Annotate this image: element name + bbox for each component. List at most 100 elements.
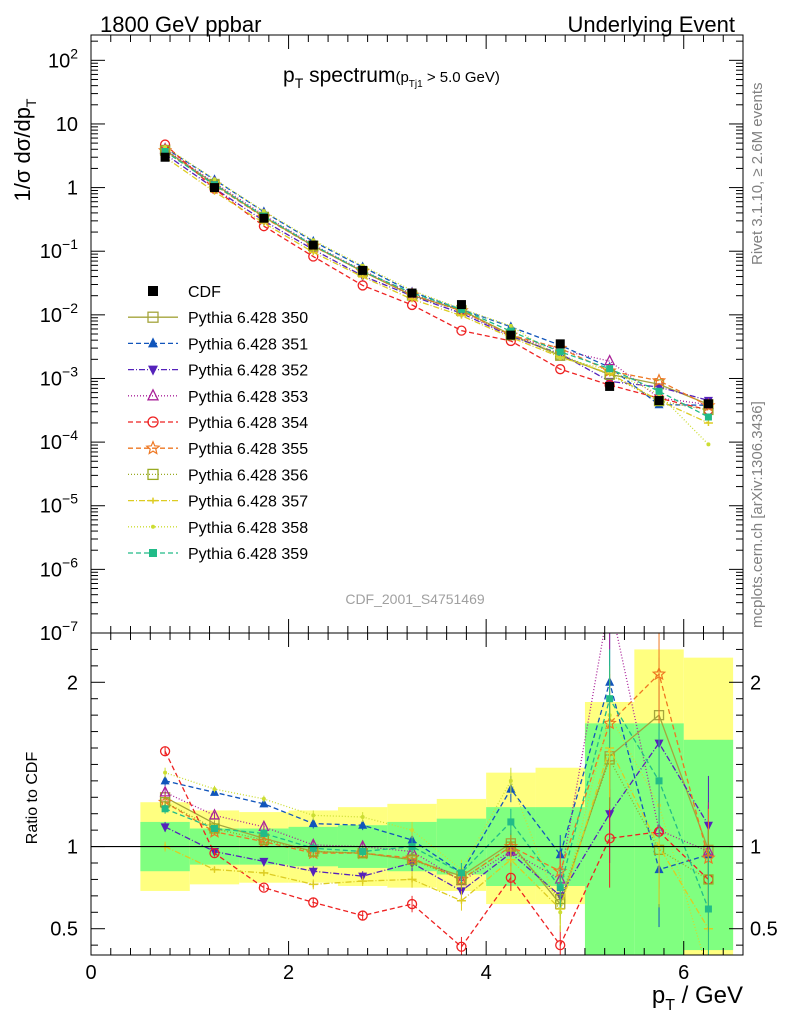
x-tick-label: 6 [678, 962, 689, 984]
legend-marker [146, 388, 160, 401]
ratio-series-group [157, 595, 716, 975]
y-axis-title: 1/σ dσ/dpT [10, 98, 39, 201]
x-axis-title: pT / GeV [652, 982, 743, 1014]
series-point [508, 323, 513, 328]
ratio-line [164, 757, 709, 901]
legend-entry: Pythia 6.428 353 [128, 388, 308, 406]
ratio-point [308, 897, 319, 908]
data-point [506, 330, 516, 340]
legend-entry: Pythia 6.428 358 [128, 520, 308, 537]
legend-label: Pythia 6.428 351 [188, 336, 308, 353]
ratio-frame [90, 632, 744, 956]
ratio-point [209, 847, 220, 859]
ratio-point [605, 595, 614, 604]
ratio-point [456, 941, 467, 952]
ratio-line [164, 713, 704, 955]
main-panel: 10−7 10−6 10−5 10−4 10−3 10−2 10−1 1 10 102 pT sp… [40, 34, 744, 645]
legend-marker [145, 440, 161, 455]
legend-label: Pythia 6.428 354 [188, 415, 308, 432]
legend-label: Pythia 6.428 355 [188, 441, 308, 458]
ratio-point [360, 815, 365, 819]
ratio-point [558, 910, 563, 915]
legend-entry: Pythia 6.428 351 [128, 336, 308, 353]
ratio-point [406, 854, 418, 865]
series-point [308, 249, 318, 256]
y-tick-label: 10 [56, 114, 78, 136]
y-tick-label: 102 [48, 45, 78, 72]
series-point [704, 413, 712, 421]
legend-marker-cdf [148, 286, 158, 296]
series-point [655, 387, 663, 395]
ratio-point [308, 818, 318, 828]
series-point [456, 312, 466, 319]
ratio-line [164, 633, 709, 882]
legend-marker [147, 311, 159, 323]
data-point [358, 265, 368, 275]
ratio-panel: 0.5 0.5 1 1 2 2 0 2 4 6 [50, 595, 778, 984]
ratio-point [556, 884, 564, 892]
data-point [555, 339, 565, 349]
legend-marker [148, 365, 158, 376]
y-tick-label: 10−5 [40, 491, 78, 518]
data-point [209, 183, 219, 193]
x-tick-label: 4 [481, 962, 492, 984]
legend-entry: Pythia 6.428 355 [128, 440, 308, 458]
ratio-point [359, 848, 367, 855]
analysis-id: CDF_2001_S4751469 [345, 591, 485, 607]
ratio-point [410, 828, 415, 833]
data-point [605, 381, 615, 391]
ratio-point [258, 882, 270, 893]
series-line [164, 146, 709, 445]
ratio-point [308, 881, 318, 888]
legend-entry: Pythia 6.428 352 [128, 363, 308, 380]
data-series-cdf [160, 152, 713, 409]
ratio-point [311, 813, 316, 818]
ratio-point [163, 770, 168, 775]
ratio-point [208, 808, 221, 820]
ratio-point [456, 897, 466, 904]
series-point [457, 305, 465, 313]
ratio-point [260, 829, 268, 837]
ratio-point [212, 787, 217, 792]
series-point [706, 442, 711, 447]
ratio-point [555, 939, 566, 951]
ratio-line [164, 741, 709, 897]
ratio-point [508, 778, 513, 783]
ratio-point [358, 819, 368, 829]
ratio-point [160, 775, 170, 785]
series-point [703, 419, 713, 426]
ratio-point [161, 805, 169, 813]
legend-entry: Pythia 6.428 357 [128, 494, 308, 511]
y-tick-label: 10−2 [40, 300, 78, 327]
ratio-point [357, 910, 368, 921]
series-point [163, 144, 168, 149]
ratio-y-axis-title: Ratio to CDF [24, 752, 41, 845]
ratio-point [407, 876, 417, 883]
y-tick-label: 10−4 [40, 427, 78, 454]
series-point [456, 325, 467, 336]
series-point [261, 209, 266, 214]
series-point [558, 355, 563, 360]
series-pythia-6.428-357 [160, 154, 713, 426]
ratio-point [259, 857, 269, 867]
series-point [212, 177, 217, 182]
legend-entry: Pythia 6.428 354 [128, 415, 308, 432]
series-point [651, 373, 667, 387]
series-point [161, 148, 169, 156]
ratio-point [506, 856, 516, 863]
y-tick-label: 10−7 [40, 618, 78, 645]
ratio-point [309, 844, 317, 852]
y-tick-label: 10−3 [40, 363, 78, 390]
legend-label: Pythia 6.428 357 [188, 494, 308, 511]
legend-label: Pythia 6.428 350 [188, 310, 308, 327]
ratio-y-tick-label-right: 0.5 [750, 919, 778, 941]
ratio-line [164, 672, 710, 881]
data-point [259, 213, 269, 223]
ratio-y-tick-label-right: 1 [750, 837, 761, 859]
ratio-point [604, 833, 615, 844]
ratio-point [706, 971, 710, 975]
legend-marker [149, 549, 157, 557]
legend-marker [151, 524, 155, 529]
legend-label: Pythia 6.428 359 [188, 546, 308, 563]
ratio-point [606, 695, 614, 703]
